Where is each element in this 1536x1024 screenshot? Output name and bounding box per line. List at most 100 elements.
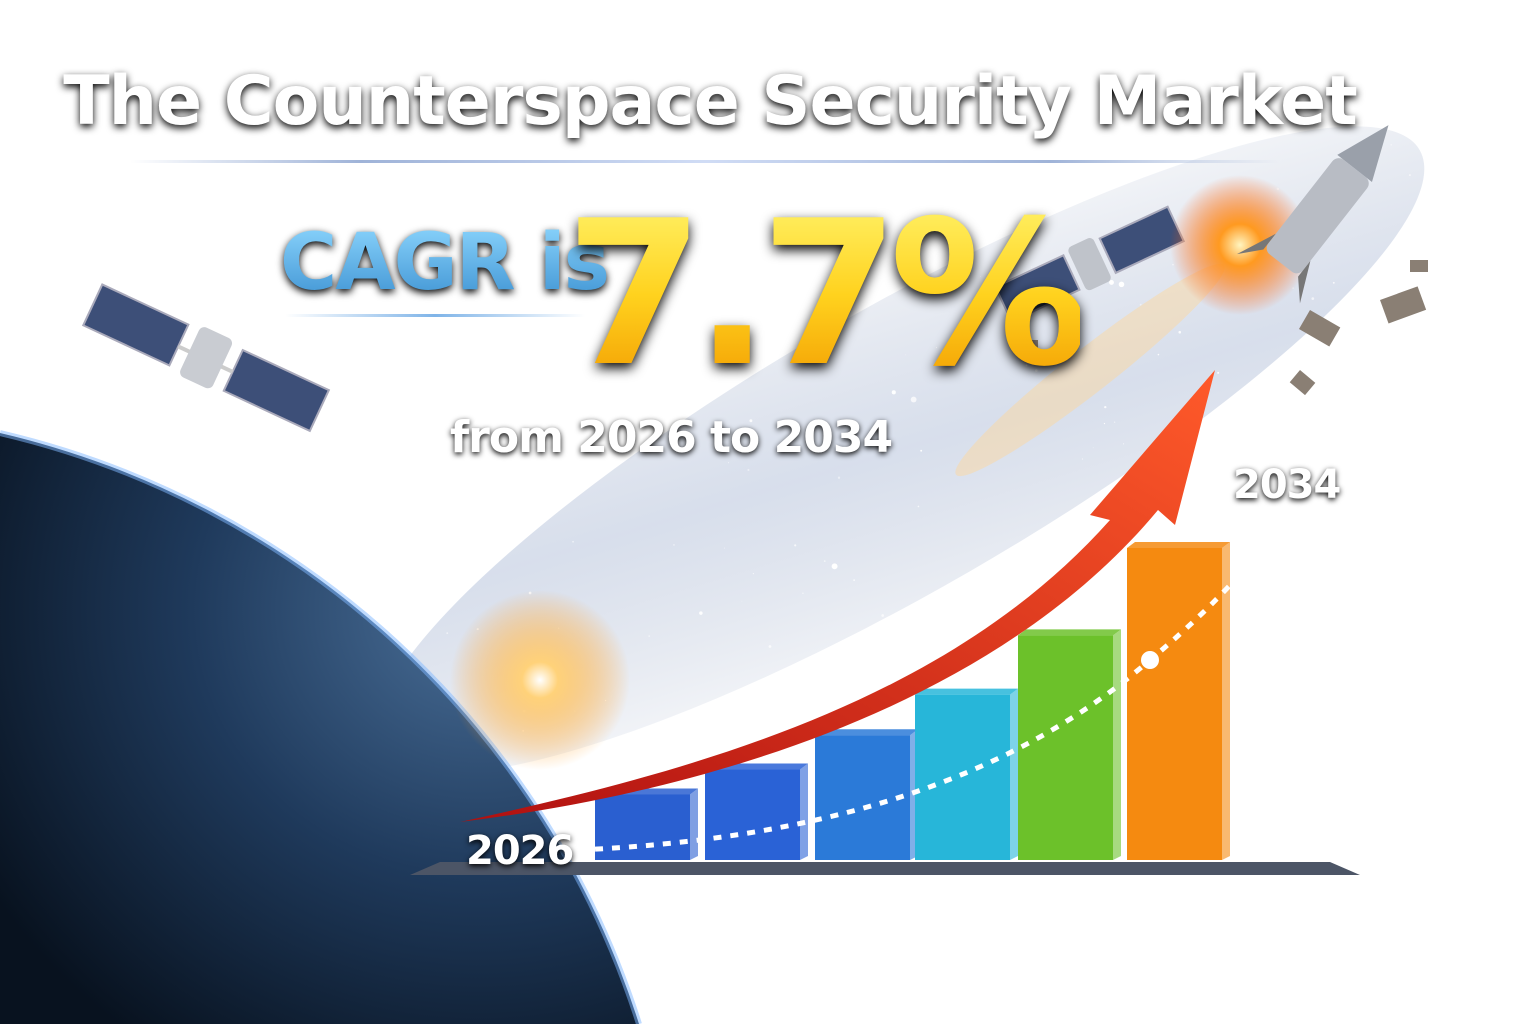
star xyxy=(390,127,393,130)
star xyxy=(451,129,453,131)
star xyxy=(810,809,814,812)
star xyxy=(1250,117,1252,118)
star xyxy=(1086,979,1088,981)
star xyxy=(1322,488,1325,491)
star xyxy=(1036,946,1040,949)
star xyxy=(546,812,553,819)
star xyxy=(1477,812,1482,817)
star xyxy=(1515,466,1518,469)
star xyxy=(1103,422,1106,425)
star xyxy=(208,124,212,128)
star xyxy=(424,459,427,461)
bar xyxy=(595,794,690,860)
star xyxy=(494,287,496,289)
star xyxy=(485,63,487,65)
star xyxy=(1335,838,1338,842)
title-divider xyxy=(130,160,1280,163)
star xyxy=(1137,137,1141,140)
star xyxy=(776,83,779,86)
star xyxy=(164,414,166,417)
star xyxy=(1278,761,1281,764)
star xyxy=(248,139,251,142)
star xyxy=(1030,266,1032,268)
star xyxy=(323,253,326,256)
star xyxy=(802,592,804,595)
star xyxy=(699,9,702,11)
star xyxy=(1126,990,1128,992)
star xyxy=(59,38,65,44)
star xyxy=(1345,440,1347,442)
star xyxy=(722,375,724,376)
star xyxy=(789,441,791,443)
star xyxy=(1015,111,1022,119)
star xyxy=(1351,507,1354,510)
star xyxy=(147,139,150,142)
star xyxy=(1118,113,1122,117)
satellite-icon xyxy=(994,205,1186,323)
star xyxy=(690,1007,693,1010)
star xyxy=(523,110,525,112)
star xyxy=(813,952,817,955)
star xyxy=(648,635,651,637)
star xyxy=(250,100,253,102)
star xyxy=(168,130,171,133)
star xyxy=(163,19,166,23)
star xyxy=(1113,421,1116,423)
star xyxy=(1448,818,1449,820)
star xyxy=(749,419,753,423)
star xyxy=(765,923,768,925)
star xyxy=(823,560,826,562)
star xyxy=(1081,458,1084,460)
star xyxy=(899,674,901,676)
star xyxy=(1446,642,1448,644)
star xyxy=(112,228,115,231)
start-year-label: 2026 xyxy=(466,828,574,874)
star xyxy=(799,230,803,233)
star xyxy=(141,470,143,472)
star xyxy=(723,132,727,136)
star xyxy=(1513,721,1515,724)
star xyxy=(595,256,599,260)
star xyxy=(1334,434,1338,438)
star xyxy=(643,319,646,322)
star xyxy=(475,250,478,253)
star xyxy=(572,540,574,543)
star xyxy=(1243,62,1245,64)
star xyxy=(356,11,358,13)
star xyxy=(391,104,394,107)
star xyxy=(1472,109,1476,113)
star xyxy=(1203,438,1206,442)
star xyxy=(132,428,135,431)
bar-side xyxy=(1010,688,1018,860)
star xyxy=(1390,144,1392,146)
star xyxy=(831,563,838,570)
star xyxy=(850,28,852,31)
cagr-divider xyxy=(285,314,585,317)
star xyxy=(528,403,531,405)
star xyxy=(463,500,465,501)
star xyxy=(90,264,93,267)
star xyxy=(343,271,345,272)
star xyxy=(141,52,144,55)
star xyxy=(538,202,541,205)
bar xyxy=(1127,548,1222,860)
star xyxy=(541,329,545,332)
star xyxy=(354,232,358,236)
star xyxy=(601,357,604,360)
star xyxy=(386,411,389,414)
star xyxy=(682,973,684,975)
star xyxy=(1138,538,1141,541)
star xyxy=(920,449,923,452)
star xyxy=(921,32,923,34)
star xyxy=(1515,435,1521,441)
star xyxy=(1429,777,1432,780)
star xyxy=(1355,425,1359,428)
bar xyxy=(915,694,1010,860)
period-text: from 2026 to 2034 xyxy=(450,412,893,463)
explosion xyxy=(1170,175,1310,315)
star xyxy=(1025,364,1028,367)
star xyxy=(802,990,804,992)
star xyxy=(130,63,134,66)
star xyxy=(396,632,398,634)
star xyxy=(723,547,725,549)
